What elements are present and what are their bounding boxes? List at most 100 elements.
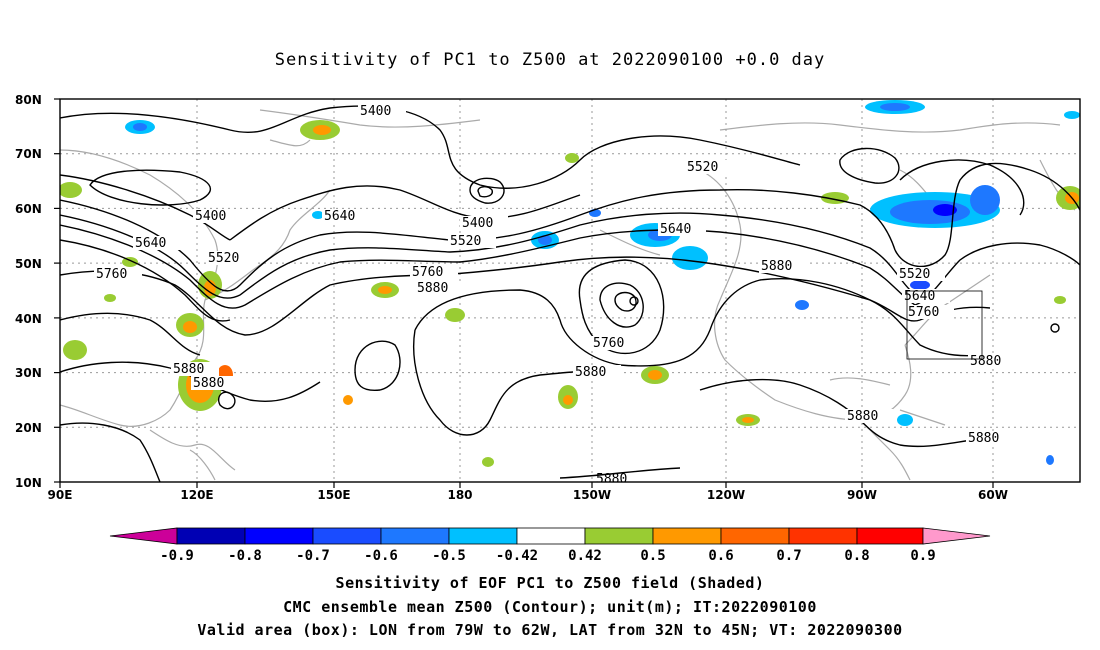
lat-label: 50N [15,257,42,271]
positive-patch [63,340,87,360]
lon-label: 180 [447,488,472,502]
lon-label: 90E [48,488,73,502]
positive-patch [378,286,392,294]
colorbar-cell [312,527,382,545]
negative-patch [970,185,1000,215]
colorbar-cell [176,527,246,545]
contour-labels: 5400 5400 5400 5520 5520 5520 5520 5640 … [94,104,1016,482]
contour-5640 [899,159,1025,216]
colorbar-cell [109,527,178,545]
contour-label: 5520 [450,234,481,249]
colorbar-label: 0.9 [910,548,935,564]
contour-5640 [60,239,231,322]
contour-5880 [354,340,401,392]
lat-label: 10N [15,476,42,490]
contour-label: 5880 [575,365,606,380]
positive-patch [648,370,662,380]
contour-label: 5640 [135,236,166,251]
positive-patch [482,457,494,467]
contour-label: 5520 [208,251,239,266]
colorbar-cell [856,527,924,545]
colorbar-label: -0.6 [364,548,398,564]
negative-patch [1046,455,1054,465]
contour-5760 [614,291,637,312]
colorbar-label: 0.6 [708,548,733,564]
positive-patch [122,257,138,267]
contour-label: 5640 [904,289,935,304]
positive-patch [565,153,579,163]
valid-area-box [906,290,983,360]
colorbar-label: 0.8 [844,548,869,564]
positive-patch [742,417,754,423]
colorbar-label: -0.8 [228,548,262,564]
negative-patch [672,246,708,270]
contour-label: 5400 [462,216,493,231]
contour-label: 5760 [96,267,127,282]
negative-patch [538,235,552,245]
negative-patch [795,300,809,310]
colorbar-cell [720,527,790,545]
contour-label: 5880 [968,431,999,446]
map-border [59,98,1081,483]
positive-patch [104,294,116,302]
lon-label: 120E [180,488,213,502]
contour-5760 [599,282,644,328]
colorbar-label: -0.9 [160,548,194,564]
lat-label: 20N [15,421,42,435]
contour-5400 [229,185,581,241]
colorbar-cell [516,527,586,545]
positive-patch [60,182,82,198]
colorbar-label: 0.42 [568,548,602,564]
contour-5880 [60,422,161,482]
contour-label: 5760 [593,336,624,351]
colorbar-cell [788,527,858,545]
lat-label: 60N [15,202,42,216]
latitude-labels: 80N 70N 60N 50N 40N 30N 20N 10N [15,93,42,490]
contour-label: 5880 [970,354,1001,369]
caption-shading: Sensitivity of EOF PC1 to Z500 field (Sh… [335,574,765,592]
colorbar-cell [244,527,314,545]
lon-label: 90W [847,488,877,502]
contour-label: 5760 [412,265,443,280]
negative-patch [133,123,147,131]
contour-5280 [469,177,505,204]
negative-patch [897,414,913,426]
colorbar-cell [584,527,654,545]
negative-patch [933,204,957,216]
colorbar-label: -0.5 [432,548,466,564]
positive-patch [183,321,197,333]
contour-label: 5400 [195,209,226,224]
contour-5760 [629,296,639,306]
contour-5520 [449,212,911,291]
positive-patch [445,308,465,322]
contour-5640 [914,242,1080,306]
positive-patch [563,395,573,405]
lon-label: 120W [707,488,745,502]
contour-label: 5520 [687,160,718,175]
colorbar-label: 0.5 [640,548,665,564]
contour-label: 5880 [847,409,878,424]
contour-5760 [60,312,201,356]
lat-label: 80N [15,93,42,107]
negative-patch [890,200,970,224]
colorbar [109,527,991,545]
contour-5880 [1050,323,1060,333]
negative-patch [910,280,930,290]
positive-patch [343,395,353,405]
contour-5520 [839,147,900,184]
map-title: Sensitivity of PC1 to Z500 at 2022090100… [274,50,826,70]
contour-5880 [413,329,601,436]
colorbar-cell [652,527,722,545]
colorbar-cell [922,527,991,545]
positive-patch [313,125,331,135]
colorbar-label: 0.7 [776,548,801,564]
lat-label: 40N [15,312,42,326]
contour-label: 5640 [324,209,355,224]
contour-5880 [218,391,236,410]
colorbar-cell [380,527,450,545]
contour-label: 5640 [660,222,691,237]
contour-5520 [894,162,1080,268]
contour-label: 5880 [761,259,792,274]
contour-label: 5880 [193,376,224,391]
longitude-labels: 90E 120E 150E 180 150W 120W 90W 60W [48,488,1008,502]
